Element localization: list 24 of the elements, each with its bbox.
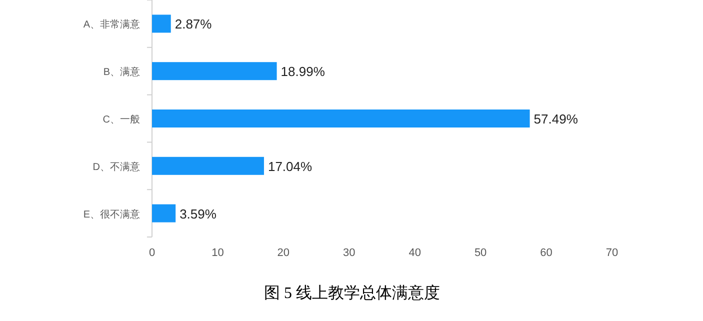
y-tick-label: A、非常满意: [83, 18, 140, 31]
x-tick-label: 50: [474, 247, 487, 259]
bar: [152, 156, 264, 175]
y-tick-label: C、一般: [102, 114, 140, 126]
x-tick-label: 10: [212, 247, 224, 259]
x-tick-label: 70: [606, 247, 618, 259]
text: 图 5 线上教学总体满意度: [264, 284, 440, 302]
data-label: 3.59%: [180, 206, 217, 222]
x-tick-label: 20: [277, 247, 290, 259]
y-tick-label: D、不满意: [92, 160, 140, 173]
data-label: 17.04%: [268, 158, 313, 174]
data-label: 57.49%: [534, 112, 578, 126]
x-tick-label: 40: [408, 247, 421, 259]
bar: [152, 204, 176, 222]
data-label: 18.99%: [280, 64, 326, 80]
x-tick-label: 60: [540, 247, 552, 259]
y-tick-label: B、满意: [103, 66, 140, 78]
data-label: 2.87%: [174, 16, 212, 32]
bar: [152, 62, 277, 80]
bar: [152, 14, 171, 33]
y-tick-label: E、很不满意: [83, 208, 140, 220]
x-tick-label: 30: [343, 247, 356, 259]
x-tick-label: 0: [148, 247, 156, 259]
bar: [152, 110, 530, 128]
